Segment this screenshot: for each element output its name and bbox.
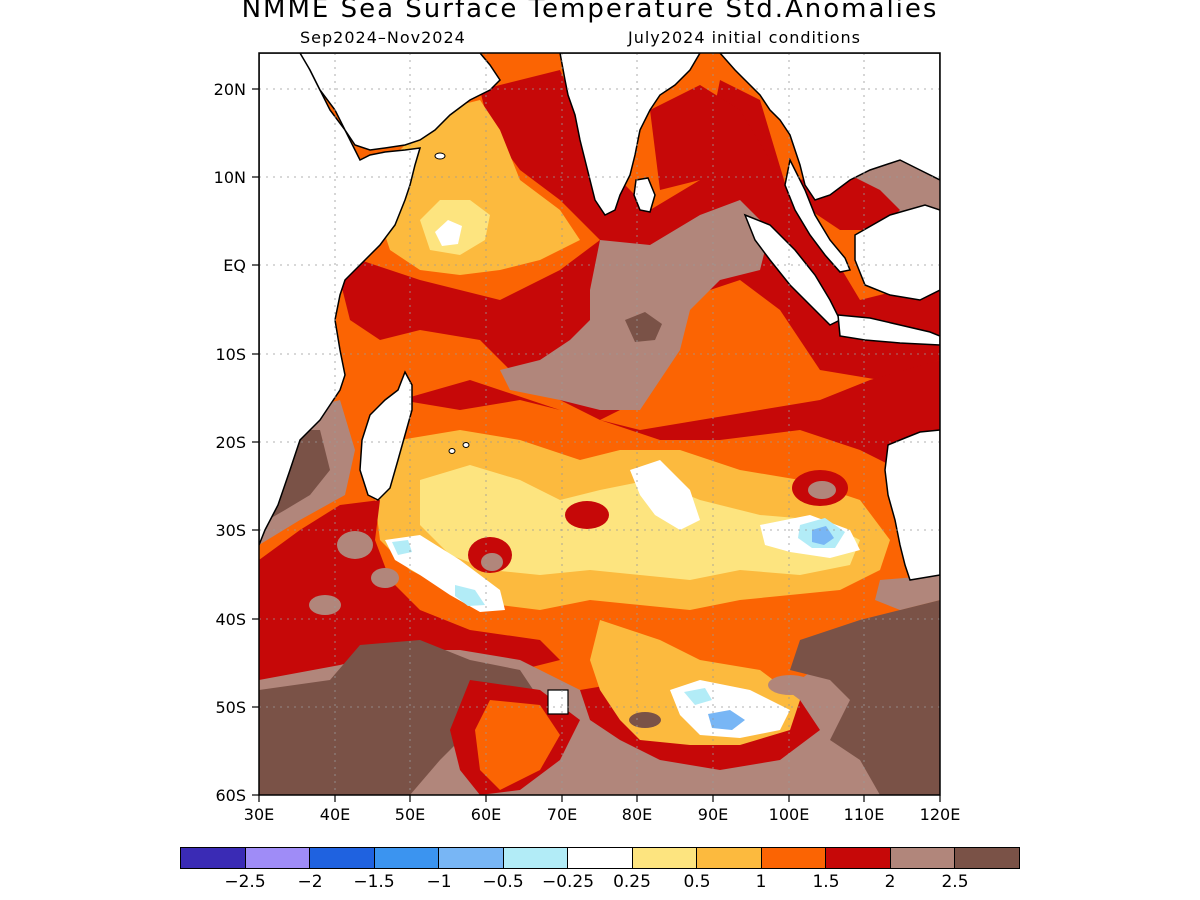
lat-tick-label: 10S xyxy=(215,345,246,364)
anomaly-region xyxy=(371,568,399,588)
colorbar xyxy=(180,847,1020,869)
anomaly-region xyxy=(420,465,860,580)
lon-tick-label: 90E xyxy=(698,805,728,824)
lon-tick-label: 30E xyxy=(244,805,274,824)
anomaly-region xyxy=(808,481,836,499)
land-sumatra xyxy=(743,213,842,326)
anomaly-region xyxy=(481,553,503,571)
anomaly-region xyxy=(500,200,770,410)
colorbar-label: −0.5 xyxy=(482,872,524,892)
anomaly-region xyxy=(812,526,834,545)
colorbar-swatch xyxy=(568,848,633,868)
colorbar-swatch xyxy=(503,848,569,868)
anomaly-region xyxy=(435,220,462,246)
longitude-labels: 30E 40E 50E 60E 70E 80E 90E 100E 110E 12… xyxy=(244,805,961,824)
colorbar-label: −2.5 xyxy=(224,872,266,892)
lat-tick-label: 40S xyxy=(215,610,246,629)
colorbar-label: −0.25 xyxy=(541,872,595,892)
anomaly-region xyxy=(392,540,412,555)
land-madagascar xyxy=(359,370,413,501)
anomaly-region xyxy=(790,600,940,795)
axis-ticks xyxy=(252,88,941,802)
colorbar-swatch xyxy=(439,848,504,868)
colorbar-label: −1 xyxy=(426,872,452,892)
land-malay-peninsula xyxy=(784,157,852,273)
colorbar-swatch xyxy=(181,848,246,868)
colorbar-swatch xyxy=(374,848,440,868)
land-reunion xyxy=(462,442,470,448)
anomaly-region xyxy=(259,640,540,795)
lon-tick-label: 100E xyxy=(769,805,810,824)
plot-frame xyxy=(258,52,941,796)
anomaly-region xyxy=(400,360,940,480)
land-sri-lanka xyxy=(633,177,656,213)
colorbar-labels: −2.5 −2 −1.5 −1 −0.5 −0.25 0.25 0.5 1 1.… xyxy=(0,872,1200,896)
colorbar-label: 2.5 xyxy=(941,872,969,892)
land-kerguelen xyxy=(547,689,569,715)
anomaly-region xyxy=(630,460,700,530)
land-mauritius xyxy=(448,448,456,454)
anomaly-region xyxy=(629,712,661,728)
colorbar-label: 1.5 xyxy=(812,872,840,892)
land-arabia xyxy=(299,53,501,151)
lat-tick-label: 10N xyxy=(214,168,246,187)
land-southeast-asia xyxy=(718,53,940,201)
anomaly-region xyxy=(768,675,812,695)
anomaly-region xyxy=(565,501,609,529)
lon-tick-label: 40E xyxy=(320,805,350,824)
chart-title: NMME Sea Surface Temperature Std.Anomali… xyxy=(241,0,939,24)
lat-tick-label: 30S xyxy=(215,521,246,540)
forecast-period: Sep2024–Nov2024 xyxy=(300,28,466,47)
land-socotra xyxy=(434,152,446,160)
anomaly-region xyxy=(625,312,662,342)
lon-tick-label: 50E xyxy=(395,805,425,824)
colorbar-swatch xyxy=(826,848,891,868)
land-india xyxy=(559,53,701,216)
colorbar-swatch xyxy=(890,848,956,868)
anomaly-region xyxy=(708,710,745,730)
colorbar-swatch xyxy=(632,848,698,868)
colorbar-label: 0.25 xyxy=(613,872,651,892)
lon-tick-label: 110E xyxy=(844,805,885,824)
initial-conditions: July2024 initial conditions xyxy=(628,28,861,47)
land-australia xyxy=(884,429,940,581)
colorbar-swatch xyxy=(697,848,762,868)
gridlines xyxy=(259,53,940,795)
anomaly-region xyxy=(309,595,341,615)
colorbar-swatch xyxy=(955,848,1019,868)
lon-tick-label: 60E xyxy=(471,805,501,824)
lon-tick-label: 80E xyxy=(622,805,652,824)
lat-tick-label: 20N xyxy=(214,80,246,99)
lon-tick-label: 70E xyxy=(547,805,577,824)
lat-tick-label: 50S xyxy=(215,698,246,717)
anomaly-field xyxy=(259,53,940,795)
lat-tick-label: 20S xyxy=(215,433,246,452)
anomaly-region xyxy=(475,700,560,790)
lon-tick-label: 120E xyxy=(920,805,961,824)
colorbar-swatch xyxy=(761,848,827,868)
colorbar-label: −1.5 xyxy=(353,872,395,892)
anomaly-region xyxy=(259,500,560,690)
colorbar-label: 1 xyxy=(755,872,767,892)
anomaly-region xyxy=(337,531,373,559)
lat-tick-label: 60S xyxy=(215,786,246,805)
colorbar-label: 2 xyxy=(884,872,896,892)
land-java xyxy=(837,314,940,346)
colorbar-label: −2 xyxy=(297,872,323,892)
lat-tick-label: EQ xyxy=(223,256,246,275)
anomaly-region xyxy=(684,688,712,705)
anomaly-region xyxy=(455,585,485,606)
anomaly-region xyxy=(875,575,940,610)
colorbar-label: 0.5 xyxy=(683,872,711,892)
colorbar-swatch xyxy=(310,848,375,868)
latitude-labels: 20N 10N EQ 10S 20S 30S 40S 50S 60S xyxy=(214,80,246,805)
colorbar-swatch xyxy=(245,848,311,868)
anomaly-region xyxy=(650,85,780,200)
land-borneo xyxy=(854,204,940,301)
